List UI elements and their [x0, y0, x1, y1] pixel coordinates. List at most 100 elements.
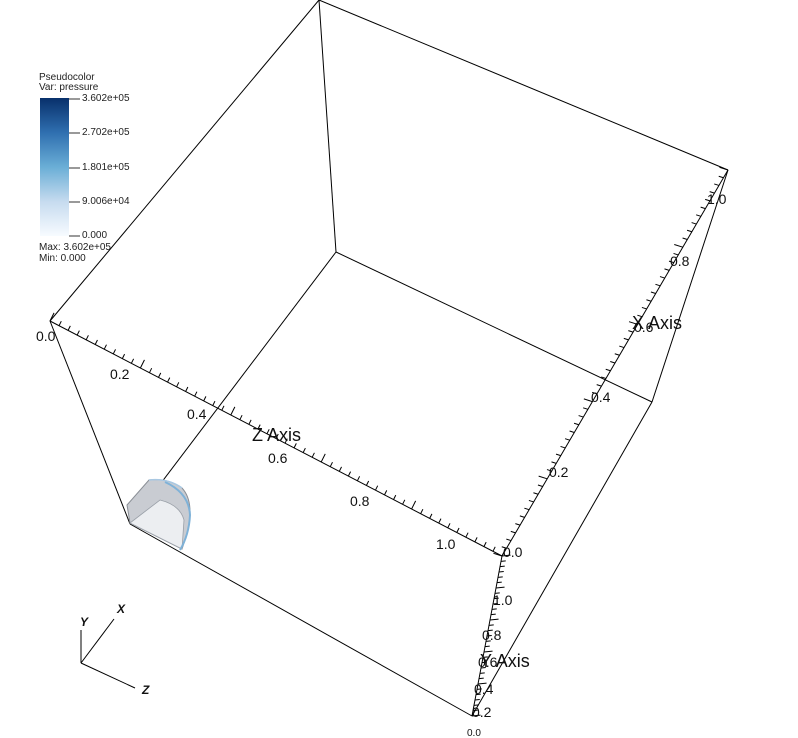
tick-mark [393, 494, 397, 500]
tick-mark [130, 358, 135, 364]
tick-mark [275, 433, 279, 439]
legend-plot-name: Pseudocolor [39, 72, 95, 83]
tick-mark [524, 507, 530, 511]
y-tick-label: 0.6 [478, 654, 498, 670]
z-axis-labels: 0.0 0.2 0.4 0.6 0.8 1.0 Z Axis [36, 328, 456, 552]
tick-mark [501, 547, 507, 557]
y-tick-label: 0.4 [474, 681, 494, 697]
tick-mark [293, 443, 297, 449]
tick-mark [628, 330, 634, 333]
tick-mark [664, 268, 670, 271]
triad-z-label: Z [141, 683, 150, 697]
z-tick-label: 0.0 [36, 328, 56, 344]
tick-mark [498, 571, 504, 573]
tick-mark [112, 349, 116, 355]
tick-mark [705, 198, 711, 202]
tick-mark [546, 469, 552, 472]
tick-mark [471, 714, 481, 717]
tick-mark [158, 372, 162, 378]
tick-mark [284, 438, 288, 444]
tick-mark [58, 320, 62, 326]
tick-mark [167, 377, 171, 383]
tick-mark [490, 613, 496, 616]
z-tick-label: 0.6 [268, 450, 288, 466]
tick-mark [537, 484, 543, 487]
legend-var-label: Var: pressure [39, 82, 99, 93]
y-tick-label: 0.2 [472, 704, 492, 720]
tick-mark [475, 693, 481, 696]
tick-mark [474, 699, 480, 701]
x-axis-labels: 0.0 0.2 0.4 0.6 0.8 1.0 X Axis [503, 191, 727, 560]
tick-mark [338, 466, 342, 472]
tick-mark [592, 391, 598, 395]
legend-max-value: Max: 3.602e+05 [39, 242, 111, 253]
tick-mark [569, 430, 575, 433]
tick-mark [94, 339, 98, 345]
tick-mark [248, 419, 252, 425]
tick-mark [483, 541, 487, 547]
z-tick-label: 0.4 [187, 406, 207, 422]
tick-mark [515, 523, 521, 526]
tick-mark [103, 344, 107, 350]
z-tick-label: 0.8 [350, 493, 370, 509]
x-axis-title: X Axis [632, 313, 682, 333]
tick-mark [682, 237, 688, 240]
tick-mark [673, 252, 679, 256]
tick-mark [641, 306, 647, 310]
tick-mark [614, 353, 620, 356]
tick-mark [49, 312, 55, 322]
tick-mark [447, 523, 451, 529]
tick-mark [533, 492, 539, 495]
tick-mark [492, 546, 496, 552]
tick-mark [85, 335, 89, 341]
tick-mark [650, 291, 656, 294]
tick-mark [489, 618, 499, 621]
tick-mark [487, 629, 493, 632]
tick-mark [700, 206, 706, 210]
tick-mark [686, 229, 692, 233]
legend-tick-min: 0.000 [82, 230, 108, 241]
tick-mark [719, 166, 729, 171]
tick-mark [646, 299, 652, 302]
tick-mark [578, 415, 584, 418]
tick-mark [610, 361, 616, 364]
legend-colorbar [40, 98, 80, 237]
y-tick-label: 0.8 [482, 627, 502, 643]
tick-mark [266, 429, 270, 435]
tick-mark [500, 560, 506, 562]
tick-mark [476, 688, 482, 690]
tick-mark [695, 214, 702, 217]
x-axis-ticks [493, 166, 729, 557]
tick-mark [596, 384, 602, 387]
tick-mark [551, 461, 557, 464]
tick-mark [384, 490, 388, 496]
tick-mark [519, 515, 525, 518]
tick-mark [121, 353, 126, 359]
tick-mark [320, 453, 326, 463]
tick-mark [619, 345, 625, 349]
tick-mark [329, 461, 333, 467]
tick-mark [488, 624, 494, 626]
x-tick-label: 0.4 [591, 389, 611, 405]
orientation-triad: Y X Z [80, 602, 150, 697]
tick-mark [668, 260, 674, 264]
tick-mark [474, 537, 478, 543]
y-axis-ticks [471, 554, 511, 717]
tick-mark [365, 480, 370, 486]
tick-mark [148, 367, 153, 373]
tick-mark [194, 391, 198, 397]
tick-mark [538, 475, 548, 480]
tick-mark [583, 398, 593, 403]
z-axis-title: Z Axis [252, 425, 301, 445]
y-axis-labels: 0.0 0.2 0.4 0.6 0.8 1.0 Y Axis [467, 592, 530, 738]
tick-mark [486, 635, 492, 637]
tick-mark [473, 704, 479, 706]
tick-mark [491, 608, 497, 610]
tick-mark [429, 513, 433, 519]
tick-mark [492, 603, 498, 605]
tick-mark [506, 538, 512, 542]
tick-mark [203, 396, 207, 402]
z-tick-label: 1.0 [436, 536, 456, 552]
